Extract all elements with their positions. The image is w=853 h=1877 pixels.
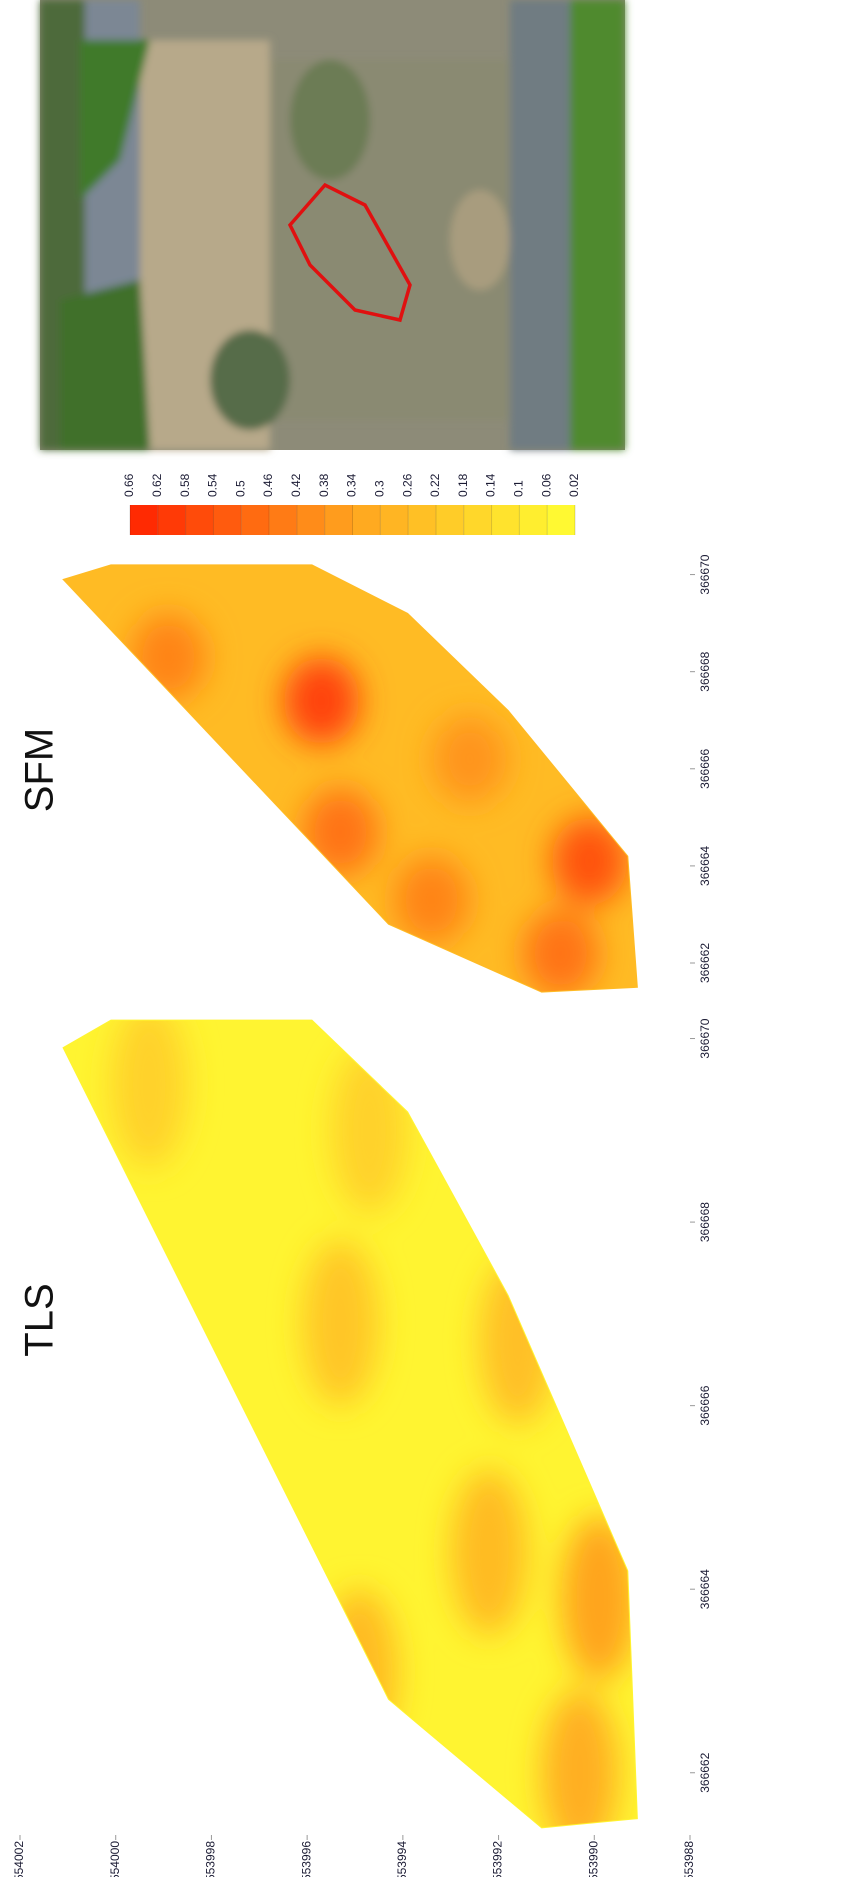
colorbar-band	[213, 505, 241, 535]
x-tick-label: 366666	[698, 748, 712, 788]
x-tick-label: 366668	[698, 1202, 712, 1242]
map-surface	[0, 540, 710, 1017]
colorbar-band	[297, 505, 325, 535]
colorbar-label: 0.3	[372, 480, 386, 497]
y-tick-label: 553990	[586, 1841, 600, 1877]
colorbar-label: 0.46	[261, 473, 275, 497]
colorbar-band	[380, 505, 408, 535]
colorbar-label: 0.06	[539, 473, 553, 497]
hotspot	[130, 613, 206, 700]
hotspot	[111, 1002, 187, 1167]
y-tick-label: 553988	[682, 1841, 696, 1877]
x-tick-label: 366666	[698, 1385, 712, 1425]
colorbar-band	[464, 505, 492, 535]
colorbar-label: 0.26	[400, 473, 414, 497]
photo-channel	[510, 0, 570, 450]
hotspot	[322, 1589, 398, 1754]
colorbar-band	[269, 505, 297, 535]
x-tick-label: 366662	[698, 943, 712, 983]
colorbar-label: 0.02	[567, 473, 581, 497]
hotspot	[284, 657, 360, 744]
colorbar-band	[492, 505, 520, 535]
photo-texture	[40, 0, 625, 450]
photo-vegetation	[60, 280, 150, 450]
colorbar-label: 0.38	[317, 473, 331, 497]
colorbar-band	[547, 505, 575, 535]
photo-bank	[570, 0, 625, 450]
x-tick-label: 366664	[698, 846, 712, 886]
colorbar-label: 0.42	[289, 473, 303, 497]
colorbar-label: 0.66	[122, 473, 136, 497]
y-tick-label: 554000	[108, 1841, 122, 1877]
hotspot	[552, 817, 628, 904]
hotspot	[523, 910, 599, 997]
hotspot	[480, 1259, 556, 1424]
x-tick-label: 366670	[698, 554, 712, 594]
colorbar-band	[325, 505, 353, 535]
hotspot	[432, 715, 508, 802]
colorbar-label: 0.54	[206, 473, 220, 497]
map-surface	[0, 991, 710, 1857]
colorbar-band	[353, 505, 381, 535]
page: {"chart_data": [ {"type": "contour", "ti…	[0, 0, 853, 1877]
colorbar-band	[519, 505, 547, 535]
x-tick-label: 366664	[698, 1569, 712, 1609]
y-tick-label: 553994	[395, 1841, 409, 1877]
x-tick-label: 366668	[698, 651, 712, 691]
hotspot	[561, 1516, 637, 1681]
x-tick-label: 366662	[698, 1752, 712, 1792]
colorbar-label: 0.5	[233, 480, 247, 497]
x-tick-label: 366670	[698, 1018, 712, 1058]
colorbar-band	[186, 505, 214, 535]
photo-patch	[210, 330, 290, 430]
rotated-figure: TLS 366662 366664 366666 366668 366670 554002 5…	[0, 473, 712, 1877]
hotspot	[303, 1240, 379, 1405]
panel-title: TLS	[18, 1283, 62, 1356]
colorbar-label: 0.18	[456, 473, 470, 497]
site-photo	[40, 0, 625, 450]
colorbar-label: 0.58	[178, 473, 192, 497]
colorbar-label: 0.22	[428, 473, 442, 497]
colorbar-label: 0.62	[150, 473, 164, 497]
colorbar-label: 0.34	[345, 473, 359, 497]
hotspot	[542, 1690, 618, 1855]
y-tick-label: 554002	[12, 1841, 26, 1877]
y-tick-label: 553996	[299, 1841, 313, 1877]
photo-patch	[290, 60, 370, 180]
colorbar-band	[241, 505, 269, 535]
y-tick-label: 553992	[491, 1841, 505, 1877]
hotspot	[331, 1048, 407, 1213]
y-tick-label: 553998	[204, 1841, 218, 1877]
hotspot	[451, 1470, 527, 1635]
colorbar-label: 0.14	[484, 473, 498, 497]
hotspot	[394, 856, 470, 943]
colorbar-label: 0.1	[512, 480, 526, 497]
panel-title: SFM	[18, 728, 62, 812]
colorbar-band	[130, 505, 158, 535]
surface-base	[0, 540, 710, 1017]
colorbar-band	[408, 505, 436, 535]
colorbar-band	[436, 505, 464, 535]
photo-patch	[450, 190, 510, 290]
hotspot	[303, 788, 379, 875]
figure: TLS 366662 366664 366666 366668 366670 554002 5…	[0, 0, 853, 1877]
colorbar-band	[158, 505, 186, 535]
